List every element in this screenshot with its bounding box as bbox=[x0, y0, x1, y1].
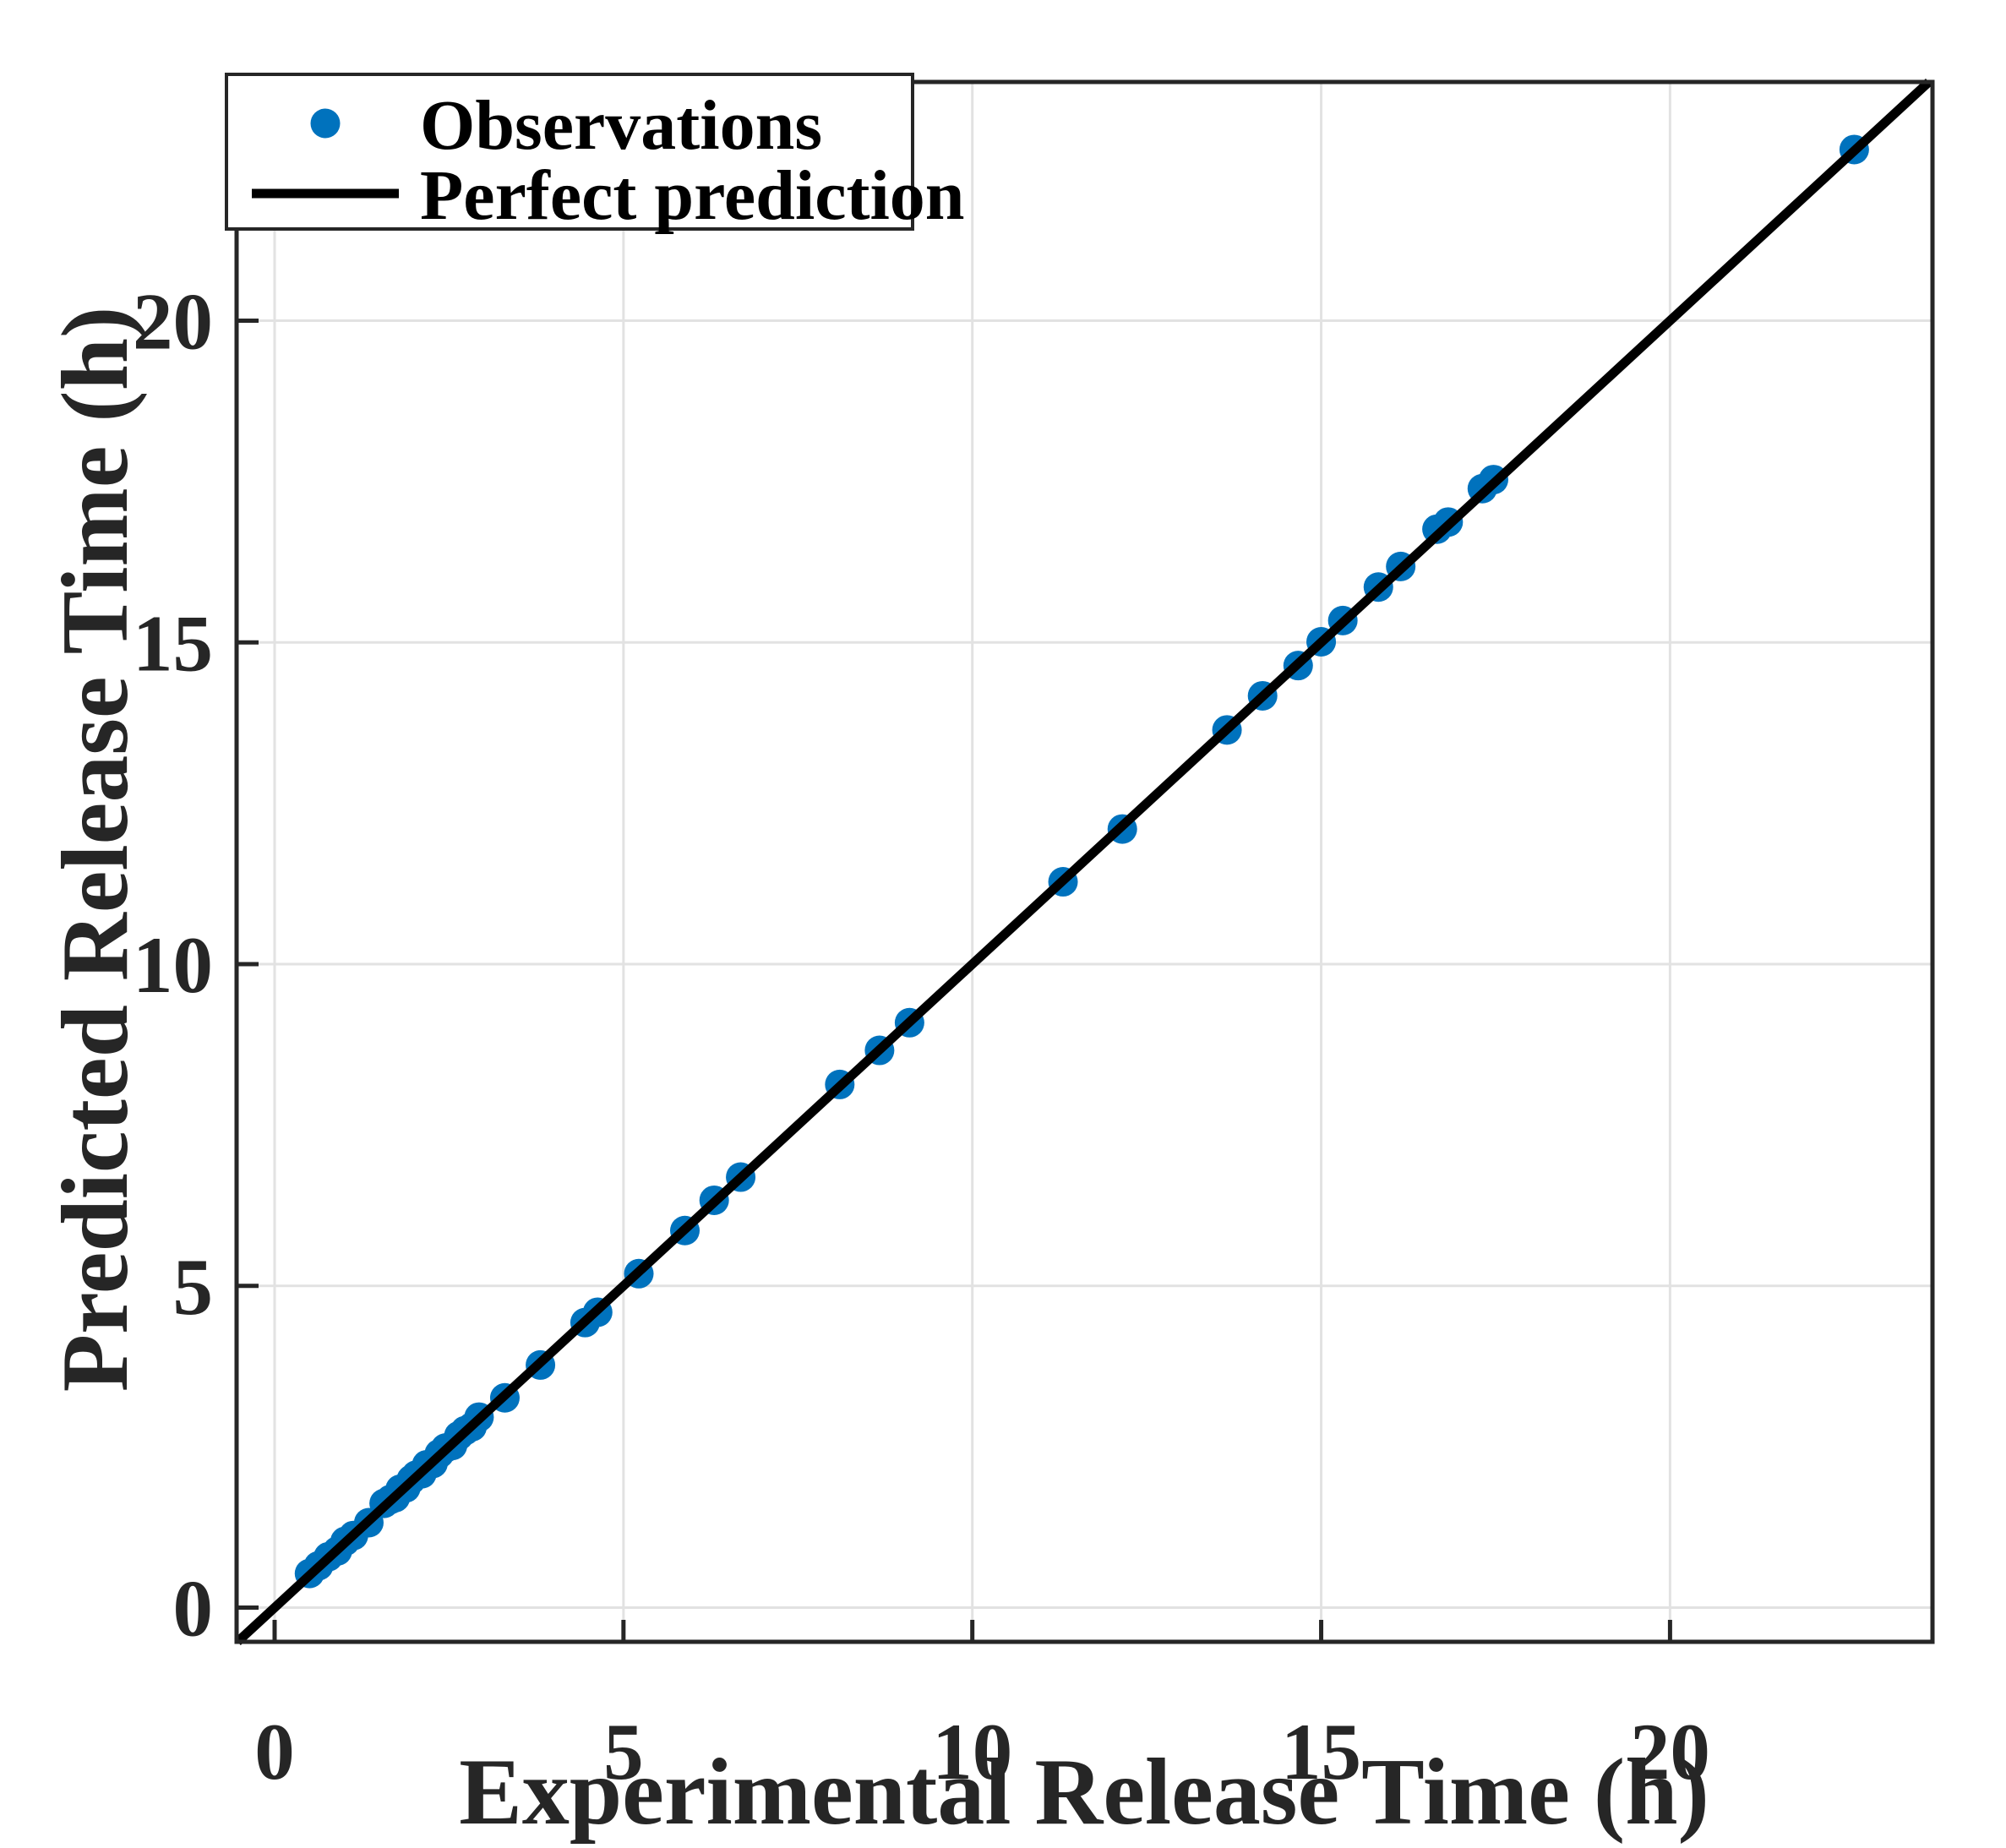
y-tick-labels: 0 5 10 15 20 bbox=[133, 277, 213, 1654]
y-axis-label: Predicted Release Time (h) bbox=[43, 307, 148, 1393]
plot-border bbox=[234, 79, 1935, 1644]
y-tick-label: 15 bbox=[133, 598, 213, 688]
y-tick-label: 10 bbox=[133, 920, 213, 1010]
perfect-prediction-line bbox=[234, 78, 1932, 1646]
x-tick-label: 20 bbox=[1630, 1707, 1710, 1796]
y-tick-label: 5 bbox=[173, 1242, 214, 1332]
legend: Observations Perfect prediction bbox=[225, 73, 965, 235]
y-tick-label: 20 bbox=[133, 277, 213, 367]
x-axis-label: Experimental Release Time (h) bbox=[459, 1740, 1709, 1844]
identity-line bbox=[234, 78, 1932, 1646]
x-tick-label: 5 bbox=[603, 1707, 644, 1796]
axes-box bbox=[234, 79, 1935, 1644]
tick-marks bbox=[237, 319, 1672, 1642]
x-tick-labels: 0 5 10 15 20 bbox=[254, 1707, 1710, 1796]
legend-marker-observations-icon bbox=[310, 108, 341, 139]
legend-label-perfect-prediction: Perfect prediction bbox=[420, 156, 965, 235]
legend-label-observations: Observations bbox=[420, 86, 822, 165]
x-tick-label: 15 bbox=[1281, 1707, 1361, 1796]
legend-box bbox=[225, 73, 914, 231]
x-tick-label: 0 bbox=[254, 1707, 295, 1796]
y-tick-label: 0 bbox=[173, 1564, 214, 1654]
x-tick-label: 10 bbox=[932, 1707, 1012, 1796]
gridlines bbox=[237, 82, 1932, 1642]
